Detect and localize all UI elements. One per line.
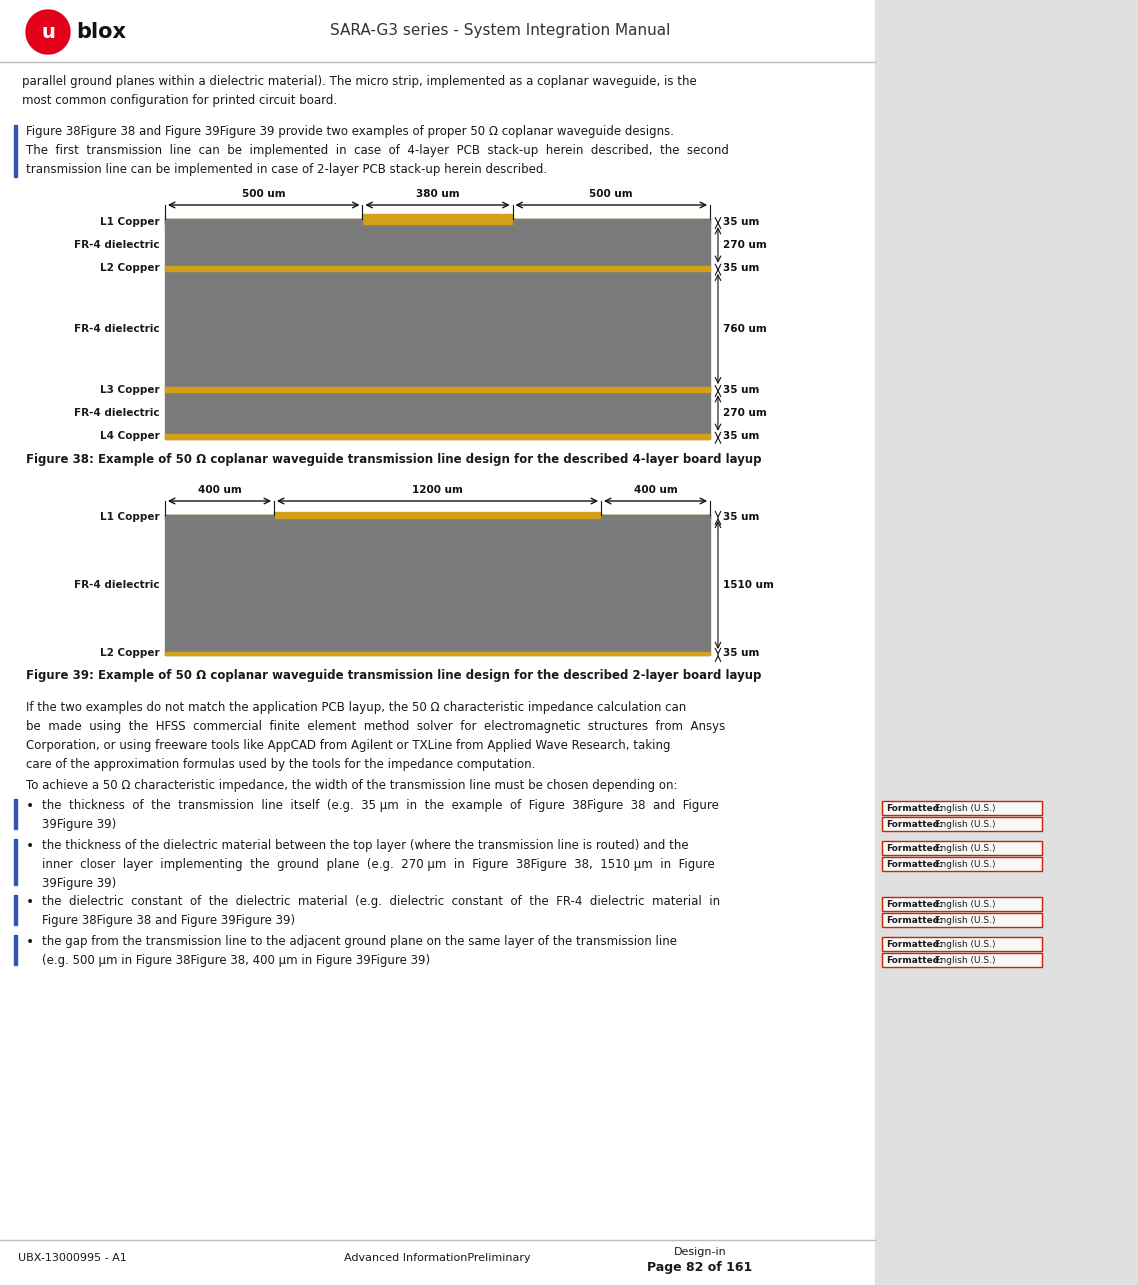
Text: blox: blox <box>76 22 126 42</box>
Text: FR-4 dielectric: FR-4 dielectric <box>74 240 160 251</box>
Text: Formatted:: Formatted: <box>887 803 942 812</box>
Text: 1200 um: 1200 um <box>412 484 463 495</box>
Text: 35 um: 35 um <box>723 432 759 441</box>
Text: 400 um: 400 um <box>198 484 241 495</box>
Text: L2 Copper: L2 Copper <box>100 649 160 658</box>
Text: English (U.S.): English (U.S.) <box>932 899 996 908</box>
Text: 380 um: 380 um <box>415 189 460 199</box>
Text: English (U.S.): English (U.S.) <box>932 939 996 948</box>
Text: 35 um: 35 um <box>723 384 759 394</box>
Text: the  dielectric  constant  of  the  dielectric  material  (e.g.  dielectric  con: the dielectric constant of the dielectri… <box>42 894 720 926</box>
Text: 400 um: 400 um <box>634 484 677 495</box>
Text: SARA-G3 series - System Integration Manual: SARA-G3 series - System Integration Manu… <box>330 23 670 37</box>
Bar <box>165 218 710 225</box>
Text: •: • <box>26 935 34 950</box>
Text: To achieve a 50 Ω characteristic impedance, the width of the transmission line m: To achieve a 50 Ω characteristic impedan… <box>26 779 677 792</box>
Text: English (U.S.): English (U.S.) <box>932 843 996 852</box>
FancyBboxPatch shape <box>882 840 1042 855</box>
Text: •: • <box>26 799 34 813</box>
FancyBboxPatch shape <box>882 857 1042 871</box>
FancyBboxPatch shape <box>882 914 1042 926</box>
Text: English (U.S.): English (U.S.) <box>932 956 996 965</box>
FancyBboxPatch shape <box>882 897 1042 911</box>
Text: Formatted:: Formatted: <box>887 820 942 829</box>
Text: 1510 um: 1510 um <box>723 580 774 590</box>
Text: L1 Copper: L1 Copper <box>100 511 160 522</box>
Text: 270 um: 270 um <box>723 409 767 418</box>
Text: 35 um: 35 um <box>723 263 759 274</box>
Text: 35 um: 35 um <box>723 511 759 522</box>
Text: FR-4 dielectric: FR-4 dielectric <box>74 580 160 590</box>
Bar <box>14 894 17 925</box>
Bar <box>165 266 710 271</box>
Text: FR-4 dielectric: FR-4 dielectric <box>74 409 160 418</box>
Text: Formatted:: Formatted: <box>887 843 942 852</box>
Text: the gap from the transmission line to the adjacent ground plane on the same laye: the gap from the transmission line to th… <box>42 935 677 968</box>
Text: 760 um: 760 um <box>723 324 767 334</box>
Text: Formatted:: Formatted: <box>887 860 942 869</box>
Bar <box>14 839 17 885</box>
Text: the  thickness  of  the  transmission  line  itself  (e.g.  35 µm  in  the  exam: the thickness of the transmission line i… <box>42 799 719 831</box>
Bar <box>601 515 710 518</box>
Bar <box>875 0 1138 1285</box>
Text: Figure 38: Example of 50 Ω coplanar waveguide transmission line design for the d: Figure 38: Example of 50 Ω coplanar wave… <box>26 454 761 466</box>
Bar <box>165 218 363 225</box>
Text: 35 um: 35 um <box>723 217 759 226</box>
FancyBboxPatch shape <box>882 953 1042 968</box>
Text: L4 Copper: L4 Copper <box>100 432 160 441</box>
Text: Advanced InformationPreliminary: Advanced InformationPreliminary <box>344 1253 530 1263</box>
Text: Formatted:: Formatted: <box>887 939 942 948</box>
Text: Formatted:: Formatted: <box>887 899 942 908</box>
Text: Formatted:: Formatted: <box>887 915 942 924</box>
Bar <box>165 387 710 392</box>
Bar <box>14 799 17 829</box>
Text: Page 82 of 161: Page 82 of 161 <box>648 1261 752 1273</box>
Text: L1 Copper: L1 Copper <box>100 217 160 226</box>
Text: L2 Copper: L2 Copper <box>100 263 160 274</box>
FancyBboxPatch shape <box>882 817 1042 831</box>
Text: English (U.S.): English (U.S.) <box>932 915 996 924</box>
Text: 35 um: 35 um <box>723 649 759 658</box>
Text: Formatted:: Formatted: <box>887 956 942 965</box>
Bar <box>165 218 710 439</box>
Bar <box>165 515 710 518</box>
Text: parallel ground planes within a dielectric material). The micro strip, implement: parallel ground planes within a dielectr… <box>22 75 696 107</box>
Text: 500 um: 500 um <box>589 189 633 199</box>
Text: Figure 38Figure 38 and Figure 39Figure 39 provide two examples of proper 50 Ω co: Figure 38Figure 38 and Figure 39Figure 3… <box>26 125 728 176</box>
Text: 270 um: 270 um <box>723 240 767 251</box>
Text: u: u <box>41 23 55 41</box>
Bar <box>165 515 710 655</box>
Bar <box>165 433 710 439</box>
Text: English (U.S.): English (U.S.) <box>932 860 996 869</box>
Text: the thickness of the dielectric material between the top layer (where the transm: the thickness of the dielectric material… <box>42 839 715 891</box>
Bar <box>165 651 710 655</box>
Bar <box>274 513 601 515</box>
Bar <box>14 125 17 177</box>
Text: English (U.S.): English (U.S.) <box>932 803 996 812</box>
Text: FR-4 dielectric: FR-4 dielectric <box>74 324 160 334</box>
Bar <box>512 218 710 225</box>
Text: UBX-13000995 - A1: UBX-13000995 - A1 <box>18 1253 126 1263</box>
Circle shape <box>26 10 71 54</box>
Text: •: • <box>26 839 34 853</box>
Bar <box>165 515 274 518</box>
Bar <box>363 215 512 218</box>
FancyBboxPatch shape <box>882 937 1042 951</box>
Text: L3 Copper: L3 Copper <box>100 384 160 394</box>
Text: Figure 39: Example of 50 Ω coplanar waveguide transmission line design for the d: Figure 39: Example of 50 Ω coplanar wave… <box>26 669 761 682</box>
Text: •: • <box>26 894 34 908</box>
Bar <box>14 935 17 965</box>
Text: English (U.S.): English (U.S.) <box>932 820 996 829</box>
Text: If the two examples do not match the application PCB layup, the 50 Ω characteris: If the two examples do not match the app… <box>26 702 725 771</box>
Text: 500 um: 500 um <box>242 189 286 199</box>
Text: Design-in: Design-in <box>674 1246 726 1257</box>
FancyBboxPatch shape <box>882 801 1042 815</box>
